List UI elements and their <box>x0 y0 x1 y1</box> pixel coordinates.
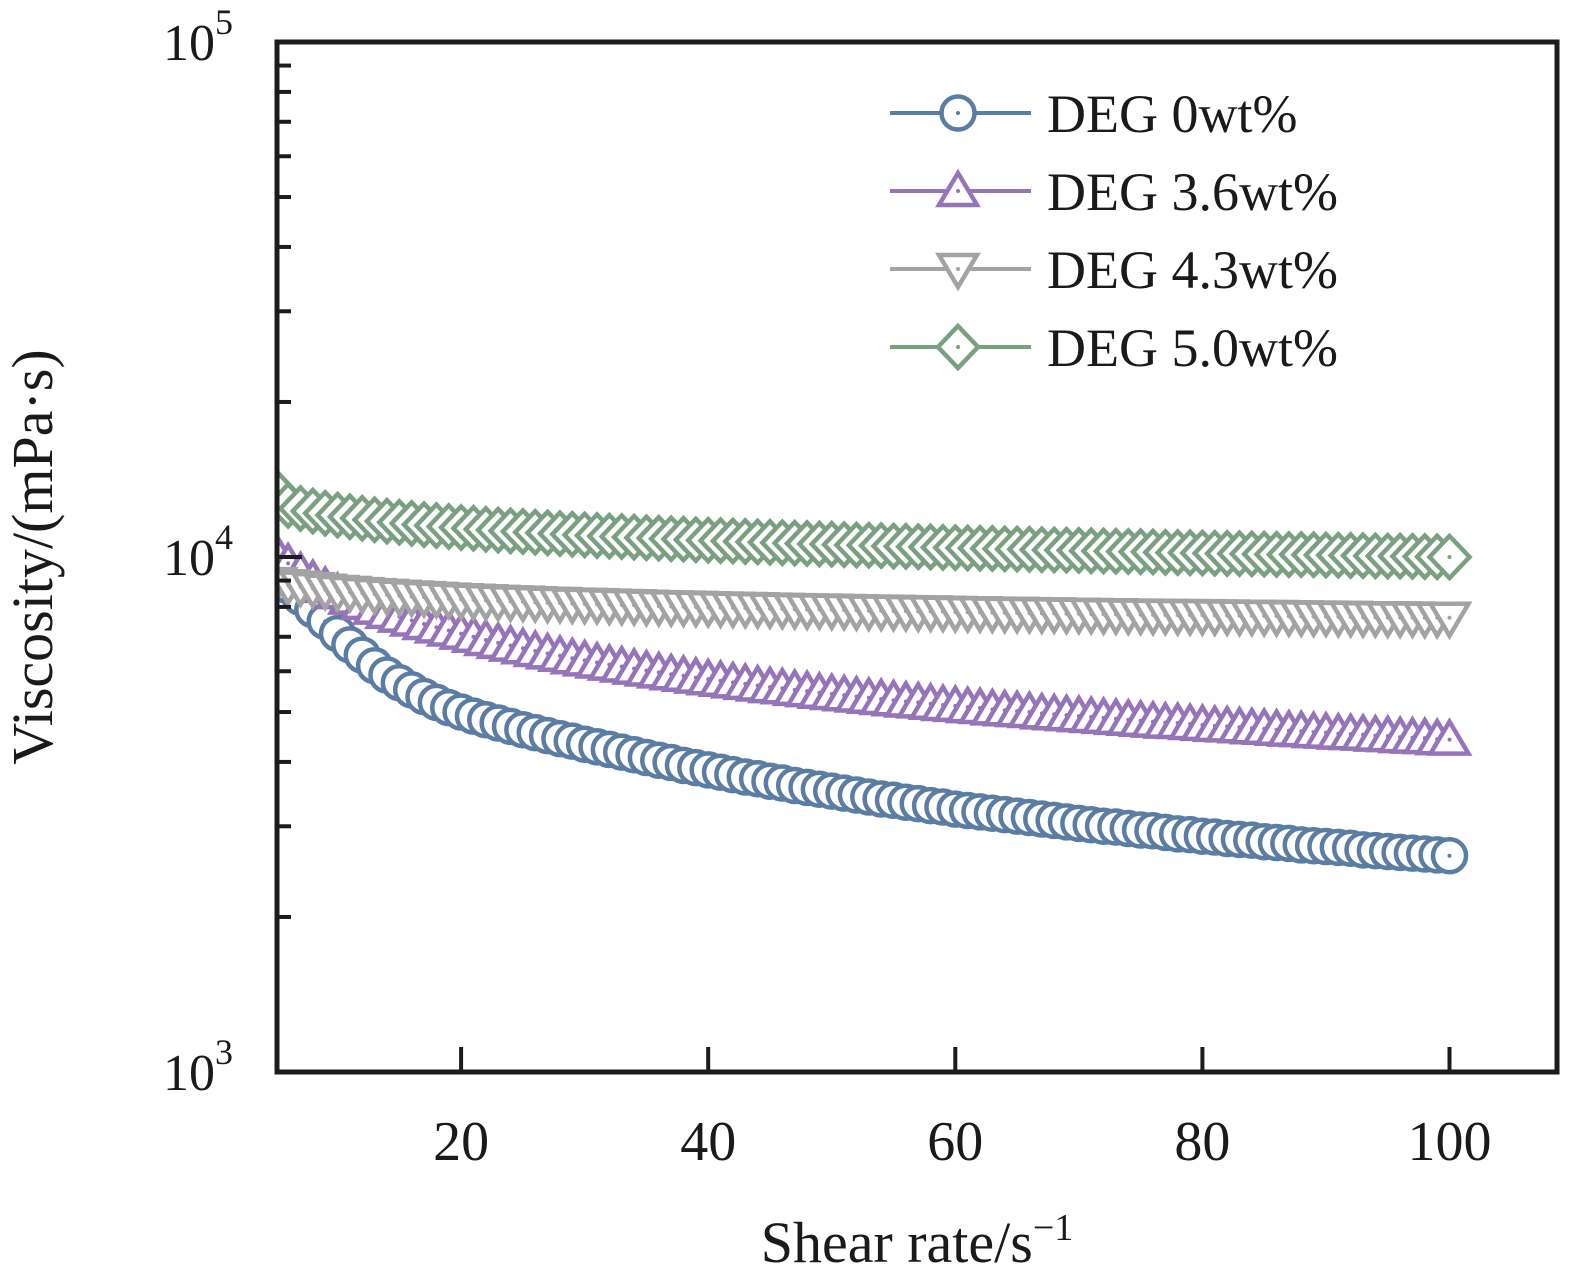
legend: DEG 0wt% DEG 3.6wt% DEG 4.3wt% DEG 5.0wt% <box>890 84 1338 378</box>
x-tick-label-80: 80 <box>1174 1111 1230 1173</box>
x-tick-label-60: 60 <box>927 1111 983 1173</box>
legend-label-deg-5-0wt: DEG 5.0wt% <box>1047 318 1338 378</box>
plot-border <box>274 39 1560 1075</box>
series-deg-5-0wt <box>277 468 1473 582</box>
y-axis-title: Viscosity/(mPa·s) <box>0 349 65 764</box>
plot-area <box>277 468 1473 875</box>
series-deg-4-3wt <box>277 566 1473 641</box>
x-tick-labels: 20 40 60 80 100 <box>433 1111 1491 1173</box>
x-tick-label-20: 20 <box>433 1111 489 1173</box>
legend-label-deg-3-6wt: DEG 3.6wt% <box>1047 162 1338 222</box>
legend-item-deg-5-0wt: DEG 5.0wt% <box>890 318 1338 378</box>
legend-item-deg-3-6wt: DEG 3.6wt% <box>890 162 1338 222</box>
x-tick-label-100: 100 <box>1408 1111 1492 1173</box>
series-deg-0wt <box>277 554 1469 875</box>
legend-item-deg-0wt: DEG 0wt% <box>890 84 1297 144</box>
legend-label-deg-0wt: DEG 0wt% <box>1047 84 1297 144</box>
legend-item-deg-4-3wt: DEG 4.3wt% <box>890 240 1338 300</box>
x-axis-title: Shear rate/s−1 <box>761 1207 1074 1275</box>
y-tick-label-1e5: 105 <box>163 2 233 72</box>
y-tick-label-1e3: 103 <box>163 1032 233 1102</box>
legend-label-deg-4-3wt: DEG 4.3wt% <box>1047 240 1338 300</box>
y-tick-label-1e4: 104 <box>163 517 233 587</box>
x-tick-label-40: 40 <box>680 1111 736 1173</box>
